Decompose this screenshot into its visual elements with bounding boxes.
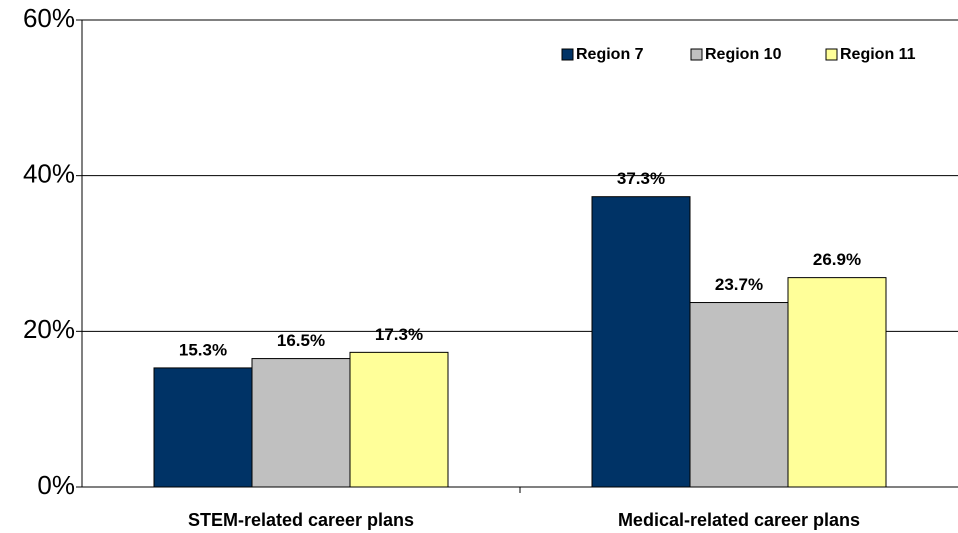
legend-swatch [825, 48, 838, 61]
x-tick-label: Medical-related career plans [618, 510, 860, 530]
legend-label: Region 11 [840, 46, 916, 63]
legend-swatch [561, 48, 574, 61]
data-label: 37.3% [617, 169, 665, 188]
bar [251, 358, 351, 488]
data-label: 17.3% [375, 325, 423, 344]
data-label: 15.3% [179, 340, 227, 359]
bar [787, 277, 887, 488]
data-label: 26.9% [813, 250, 861, 269]
y-tick-label: 20% [23, 314, 75, 344]
bar [349, 351, 449, 488]
y-tick-label: 40% [23, 159, 75, 189]
y-tick-label: 0% [37, 470, 75, 500]
bar [591, 196, 691, 488]
bar [153, 367, 253, 488]
bar [689, 302, 789, 488]
data-label: 23.7% [715, 275, 763, 294]
y-tick-label: 60% [23, 3, 75, 33]
legend-label: Region 10 [705, 46, 782, 63]
legend-label: Region 7 [576, 46, 644, 63]
legend-swatch [690, 48, 703, 61]
data-label: 16.5% [277, 331, 325, 350]
x-tick-label: STEM-related career plans [188, 510, 414, 530]
